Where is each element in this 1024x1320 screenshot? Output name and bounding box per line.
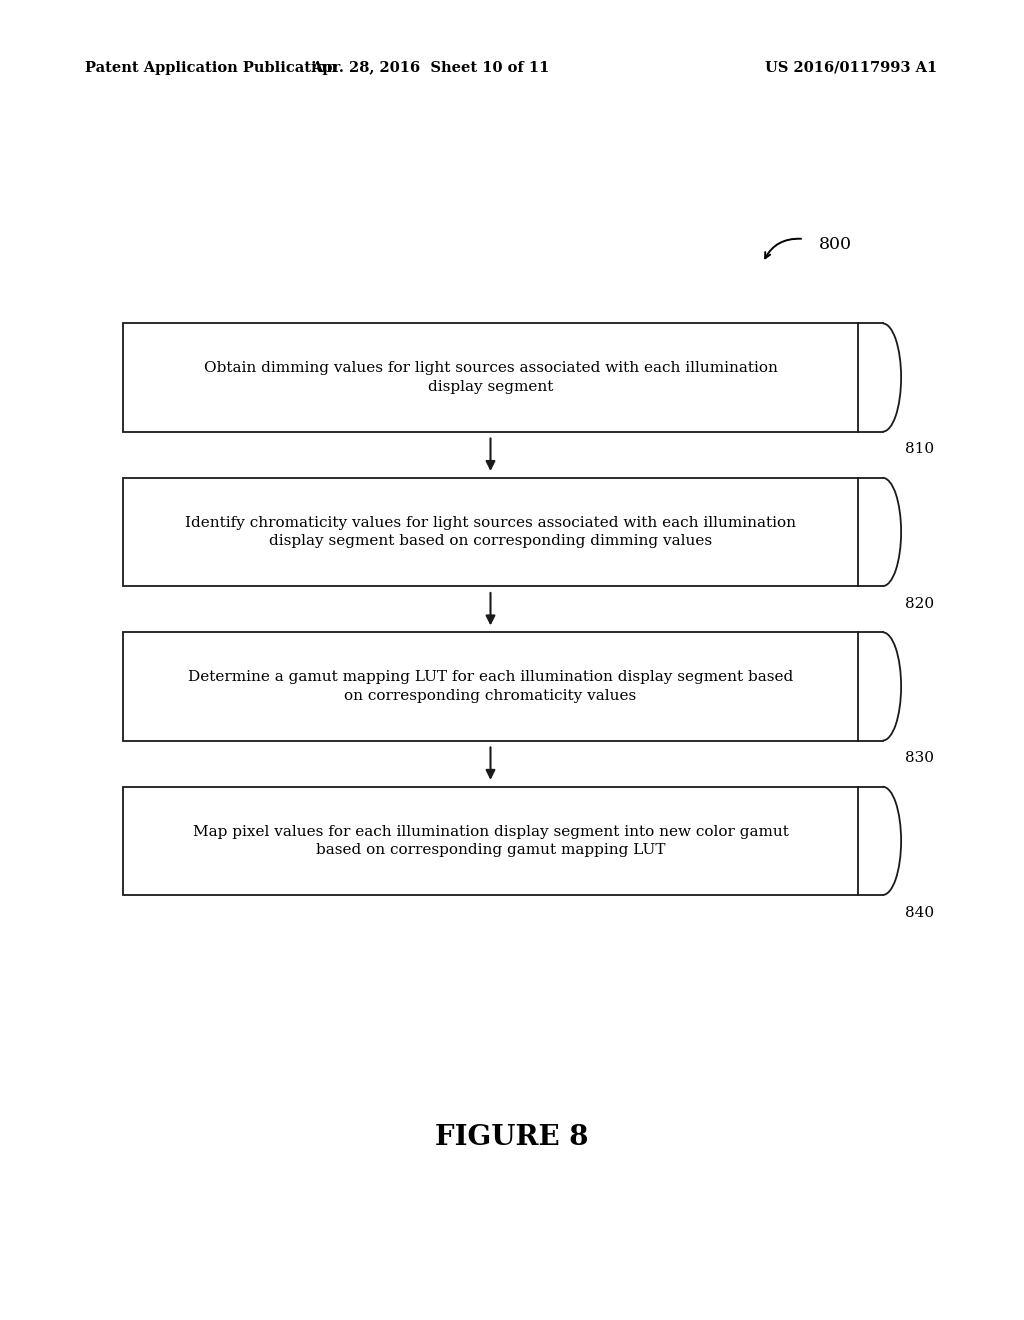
Text: 800: 800: [819, 236, 852, 252]
Text: Patent Application Publication: Patent Application Publication: [85, 61, 337, 75]
FancyBboxPatch shape: [123, 632, 858, 741]
Text: 840: 840: [905, 906, 934, 920]
Text: Determine a gamut mapping LUT for each illumination display segment based
on cor: Determine a gamut mapping LUT for each i…: [187, 671, 794, 702]
FancyBboxPatch shape: [123, 787, 858, 895]
Text: Obtain dimming values for light sources associated with each illumination
displa: Obtain dimming values for light sources …: [204, 362, 777, 393]
Text: US 2016/0117993 A1: US 2016/0117993 A1: [765, 61, 937, 75]
FancyBboxPatch shape: [123, 478, 858, 586]
Text: Identify chromaticity values for light sources associated with each illumination: Identify chromaticity values for light s…: [185, 516, 796, 548]
Text: 810: 810: [905, 442, 934, 457]
Text: 830: 830: [905, 751, 934, 766]
FancyBboxPatch shape: [123, 323, 858, 432]
Text: Apr. 28, 2016  Sheet 10 of 11: Apr. 28, 2016 Sheet 10 of 11: [311, 61, 549, 75]
Text: FIGURE 8: FIGURE 8: [435, 1125, 589, 1151]
Text: 820: 820: [905, 597, 934, 611]
Text: Map pixel values for each illumination display segment into new color gamut
base: Map pixel values for each illumination d…: [193, 825, 788, 857]
